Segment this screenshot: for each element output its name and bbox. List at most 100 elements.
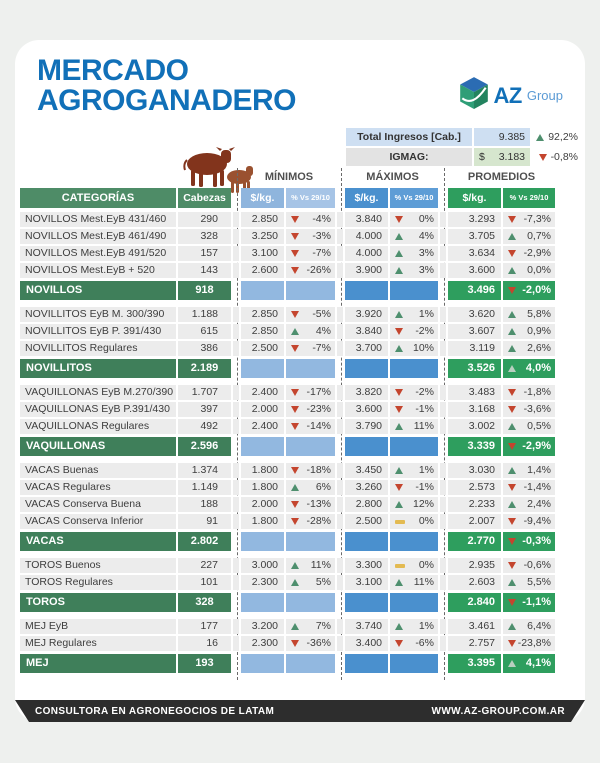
prom-kg-cell: 2.603	[448, 575, 501, 590]
min-pct-cell: -4%	[286, 212, 335, 227]
group-min-pct-cell	[286, 593, 335, 612]
col-gap	[440, 558, 446, 573]
cabezas-cell: 143	[178, 263, 231, 278]
group-prom-pct-cell: -1,1%	[503, 593, 555, 612]
trend-up-icon	[395, 501, 403, 508]
col-gap	[440, 480, 446, 495]
max-pct-cell-value: 1%	[418, 308, 434, 320]
max-pct-cell: 1%	[390, 619, 438, 634]
col-gap	[233, 281, 239, 300]
col-gap	[440, 359, 446, 378]
max-pct-cell-value: 12%	[412, 498, 434, 510]
category-cell: NOVILLITOS EyB M. 300/390	[20, 307, 176, 322]
min-kg-cell: 2.850	[241, 307, 284, 322]
max-kg-cell: 2.500	[345, 514, 388, 529]
col-gap	[233, 619, 239, 634]
az-group-logo: AZ Group	[458, 76, 563, 115]
total-ingresos-label: Total Ingresos [Cab.]	[346, 128, 472, 146]
trend-up-icon	[508, 660, 516, 667]
col-gap	[233, 212, 239, 227]
max-pct-cell: 3%	[390, 246, 438, 261]
min-kg-cell: 1.800	[241, 463, 284, 478]
col-gap	[233, 593, 239, 612]
min-pct-cell-value: -14%	[306, 420, 331, 432]
title-line-2: AGROGANADERO	[37, 84, 297, 117]
summary-box: Total Ingresos [Cab.] 9.385 92,2% IGMAG:…	[346, 128, 580, 168]
cabezas-cell: 1.707	[178, 385, 231, 400]
col-gap	[440, 636, 446, 651]
col-gap	[440, 281, 446, 300]
prom-kg-cell: 3.600	[448, 263, 501, 278]
table-body: NOVILLOS Mest.EyB 431/460 290 2.850 -4% 3.84…	[20, 212, 555, 673]
group-cabezas-cell: 328	[178, 593, 231, 612]
prom-kg-header: $/kg.	[448, 188, 501, 208]
igmag-label: IGMAG:	[346, 148, 472, 166]
table-row: VACAS Buenas 1.374 1.800 -18% 3.450 1% 3.030 1,…	[20, 463, 555, 478]
trend-down-icon	[508, 538, 516, 545]
currency-symbol: $	[479, 151, 485, 163]
trend-down-icon	[508, 518, 516, 525]
max-pct-cell-value: 1%	[418, 464, 434, 476]
col-gap	[337, 497, 343, 512]
min-pct-cell-value: -36%	[306, 637, 331, 649]
table-row: VAQUILLONAS EyB M.270/390 1.707 2.400 -17% 3…	[20, 385, 555, 400]
max-kg-cell: 4.000	[345, 246, 388, 261]
prom-kg-cell: 3.030	[448, 463, 501, 478]
cabezas-cell: 16	[178, 636, 231, 651]
max-pct-cell-value: -1%	[415, 481, 434, 493]
group-max-kg-cell	[345, 359, 388, 378]
group-prom-pct-cell-value: -1,1%	[522, 596, 551, 608]
trend-up-icon	[536, 133, 545, 141]
igmag-value: $ 3.183	[474, 148, 530, 166]
group-min-kg-cell	[241, 532, 284, 551]
trend-down-icon	[395, 328, 403, 335]
categorias-header: CATEGORÍAS	[20, 188, 176, 208]
trend-up-icon	[395, 233, 403, 240]
prom-pct-cell: 2,6%	[503, 341, 555, 356]
max-pct-cell-value: 3%	[418, 264, 434, 276]
prom-kg-cell: 3.634	[448, 246, 501, 261]
max-kg-cell: 3.260	[345, 480, 388, 495]
col-gap	[337, 419, 343, 434]
trend-down-icon	[508, 389, 516, 396]
trend-up-icon	[395, 267, 403, 274]
group-max-kg-cell	[345, 437, 388, 456]
min-pct-header: % Vs 29/10	[286, 188, 335, 208]
total-ingresos-change-value: 92,2%	[548, 131, 578, 143]
min-kg-cell: 2.000	[241, 402, 284, 417]
group-prom-pct-cell-value: -2,9%	[522, 440, 551, 452]
max-pct-cell: 4%	[390, 229, 438, 244]
min-kg-cell: 2.500	[241, 341, 284, 356]
col-gap	[337, 593, 343, 612]
col-gap	[337, 324, 343, 339]
trend-down-icon	[508, 216, 516, 223]
trend-down-icon	[395, 640, 403, 647]
col-gap	[440, 419, 446, 434]
max-kg-cell: 3.820	[345, 385, 388, 400]
table-row: NOVILLITOS Regulares 386 2.500 -7% 3.700 10% 3…	[20, 341, 555, 356]
min-pct-cell: -36%	[286, 636, 335, 651]
col-gap	[440, 246, 446, 261]
trend-down-icon	[291, 518, 299, 525]
min-pct-cell-value: -3%	[312, 230, 331, 242]
trend-up-icon	[395, 345, 403, 352]
col-gap	[233, 359, 239, 378]
min-pct-cell-value: -7%	[312, 247, 331, 259]
col-gap	[337, 263, 343, 278]
trend-up-icon	[508, 345, 516, 352]
max-kg-cell: 3.790	[345, 419, 388, 434]
trend-down-icon	[395, 484, 403, 491]
min-kg-cell: 2.400	[241, 385, 284, 400]
cabezas-cell: 227	[178, 558, 231, 573]
max-pct-cell-value: 1%	[418, 620, 434, 632]
min-pct-cell: 6%	[286, 480, 335, 495]
min-kg-cell: 1.800	[241, 480, 284, 495]
col-gap	[233, 514, 239, 529]
trend-up-icon	[395, 623, 403, 630]
max-pct-cell: 11%	[390, 575, 438, 590]
total-ingresos-change: 92,2%	[532, 128, 578, 146]
col-gap	[337, 619, 343, 634]
trend-up-icon	[395, 311, 403, 318]
prom-kg-cell: 3.168	[448, 402, 501, 417]
